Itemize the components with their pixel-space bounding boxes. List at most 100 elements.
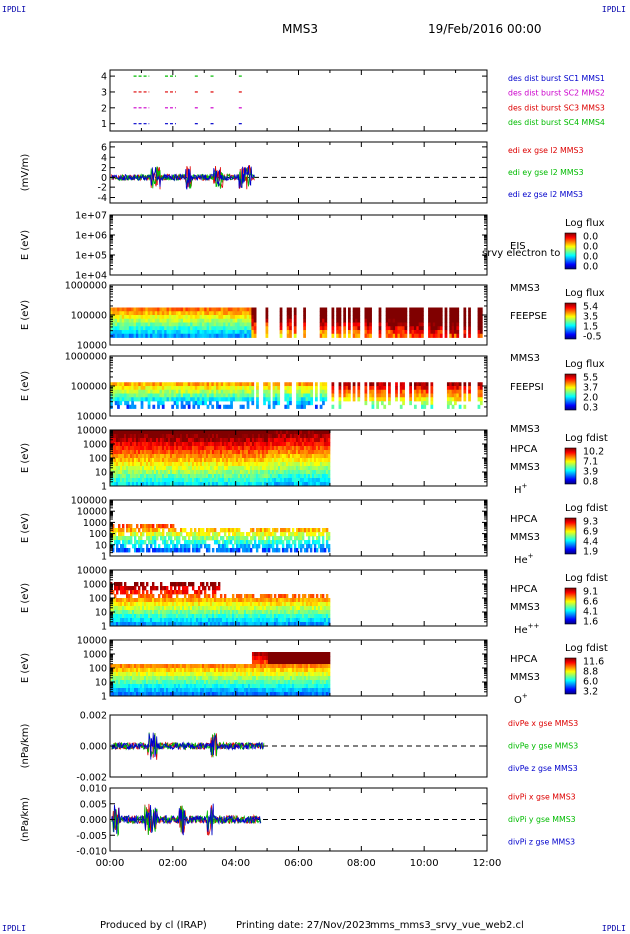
heatmap-cell	[452, 319, 455, 323]
heatmap-cell	[266, 323, 269, 327]
heatmap-cell	[148, 334, 151, 338]
heatmap-cell	[421, 386, 424, 390]
heatmap-cell	[211, 382, 214, 386]
heatmap-cell	[148, 326, 151, 330]
heatmap-cell	[262, 536, 264, 540]
heatmap-cell	[209, 330, 212, 334]
heatmap-cell	[118, 540, 120, 544]
heatmap-cell	[192, 586, 194, 590]
heatmap-cell	[174, 330, 177, 334]
heatmap-cell	[230, 394, 233, 398]
heatmap-cell	[235, 319, 238, 323]
heatmap-cell	[275, 394, 278, 398]
heatmap-cell	[478, 319, 481, 323]
heatmap-cell	[235, 382, 238, 386]
heatmap-cell	[452, 330, 455, 334]
heatmap-cell	[386, 323, 389, 327]
heatmap-cell	[131, 382, 134, 386]
heatmap-cell	[159, 323, 162, 327]
heatmap-cell	[268, 528, 270, 532]
heatmap-cell	[299, 405, 302, 409]
heatmap-cell	[233, 330, 236, 334]
heatmap-cell	[200, 311, 203, 315]
heatmap-cell	[438, 330, 441, 334]
heatmap-cell	[112, 386, 115, 390]
heatmap-cell	[306, 386, 309, 390]
heatmap-cell	[136, 311, 139, 315]
heatmap-cell	[159, 311, 162, 315]
heatmap-cell	[301, 382, 304, 386]
heatmap-cell	[171, 334, 174, 338]
heatmap-cell	[207, 390, 210, 394]
heatmap-cell	[207, 382, 210, 386]
heatmap-cell	[430, 401, 433, 405]
heatmap-cell	[322, 532, 324, 536]
heatmap-cell	[192, 397, 195, 401]
heatmap-cell	[218, 586, 220, 590]
heatmap-cell	[426, 401, 429, 405]
heatmap-cell	[348, 311, 351, 315]
heatmap-cell	[216, 323, 219, 327]
heatmap-cell	[402, 311, 405, 315]
heatmap-cell	[430, 308, 433, 312]
heatmap-cell	[268, 397, 271, 401]
heatmap-cell	[300, 540, 302, 544]
heatmap-cell	[188, 386, 191, 390]
heatmap-cell	[150, 544, 152, 548]
heatmap-cell	[202, 397, 205, 401]
heatmap-cell	[412, 319, 415, 323]
heatmap-cell	[320, 311, 323, 315]
heatmap-cell	[364, 326, 367, 330]
heatmap-cell	[181, 315, 184, 319]
heatmap-cell	[131, 386, 134, 390]
heatmap-cell	[423, 382, 426, 386]
heatmap-cell	[268, 401, 271, 405]
colorbar-title: Log flux	[565, 218, 605, 229]
heatmap-cell	[328, 454, 330, 458]
heatmap-cell	[296, 382, 299, 386]
heatmap-cell	[115, 315, 118, 319]
heatmap-cell	[230, 323, 233, 327]
heatmap-cell	[197, 397, 200, 401]
heatmap-cell	[440, 323, 443, 327]
heatmap-cell	[336, 319, 339, 323]
heatmap-cell	[167, 319, 170, 323]
heatmap-cell	[287, 382, 290, 386]
heatmap-cell	[445, 311, 448, 315]
heatmap-cell	[233, 319, 236, 323]
heatmap-cell	[178, 386, 181, 390]
heatmap-cell	[178, 394, 181, 398]
heatmap-cell	[402, 334, 405, 338]
heatmap-cell	[202, 326, 205, 330]
heatmap-cell	[393, 330, 396, 334]
heatmap-cell	[162, 311, 165, 315]
heatmap-cell	[131, 397, 134, 401]
heatmap-cell	[235, 334, 238, 338]
heatmap-cell	[134, 330, 137, 334]
heatmap-cell	[150, 394, 153, 398]
heatmap-cell	[280, 330, 283, 334]
heatmap-cell	[218, 582, 220, 586]
heatmap-cell	[143, 326, 146, 330]
heatmap-cell	[209, 334, 212, 338]
heatmap-cell	[248, 544, 250, 548]
heatmap-cell	[275, 382, 278, 386]
heatmap-cell	[376, 401, 379, 405]
heatmap-cell	[228, 390, 231, 394]
heatmap-cell	[456, 394, 459, 398]
colorbar-tick-label: 0.0	[583, 262, 598, 273]
heatmap-cell	[256, 390, 259, 394]
heatmap-cell	[421, 311, 424, 315]
heatmap-cell	[167, 382, 170, 386]
heatmap-cell	[388, 382, 391, 386]
heatmap-cell	[428, 330, 431, 334]
heatmap-cell	[289, 308, 292, 312]
heatmap-cell	[303, 334, 306, 338]
heatmap-cell	[287, 326, 290, 330]
heatmap-cell	[126, 390, 129, 394]
heatmap-cell	[294, 311, 297, 315]
heatmap-cell	[119, 334, 122, 338]
heatmap-cell	[421, 319, 424, 323]
heatmap-cell	[251, 394, 254, 398]
heatmap-cell	[275, 401, 278, 405]
